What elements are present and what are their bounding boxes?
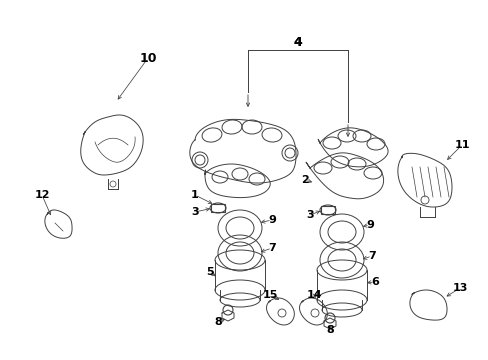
Text: 11: 11 bbox=[453, 140, 469, 150]
Text: 3: 3 bbox=[191, 207, 199, 217]
Text: 2: 2 bbox=[301, 175, 308, 185]
Text: 4: 4 bbox=[293, 36, 302, 49]
Bar bbox=[210, 204, 224, 212]
Text: 4: 4 bbox=[293, 36, 302, 49]
Text: 1: 1 bbox=[191, 190, 199, 200]
Text: 6: 6 bbox=[370, 277, 378, 287]
Text: 7: 7 bbox=[267, 243, 275, 253]
Text: 9: 9 bbox=[366, 220, 373, 230]
Text: 9: 9 bbox=[267, 215, 275, 225]
Bar bbox=[320, 206, 334, 214]
Text: 14: 14 bbox=[306, 290, 322, 300]
Text: 15: 15 bbox=[262, 290, 277, 300]
Text: 8: 8 bbox=[325, 325, 333, 335]
Text: 10: 10 bbox=[139, 51, 157, 64]
Text: 3: 3 bbox=[305, 210, 313, 220]
Text: 12: 12 bbox=[34, 190, 50, 200]
Text: 8: 8 bbox=[214, 317, 222, 327]
Text: 7: 7 bbox=[367, 251, 375, 261]
Text: 5: 5 bbox=[206, 267, 213, 277]
Text: 13: 13 bbox=[451, 283, 467, 293]
